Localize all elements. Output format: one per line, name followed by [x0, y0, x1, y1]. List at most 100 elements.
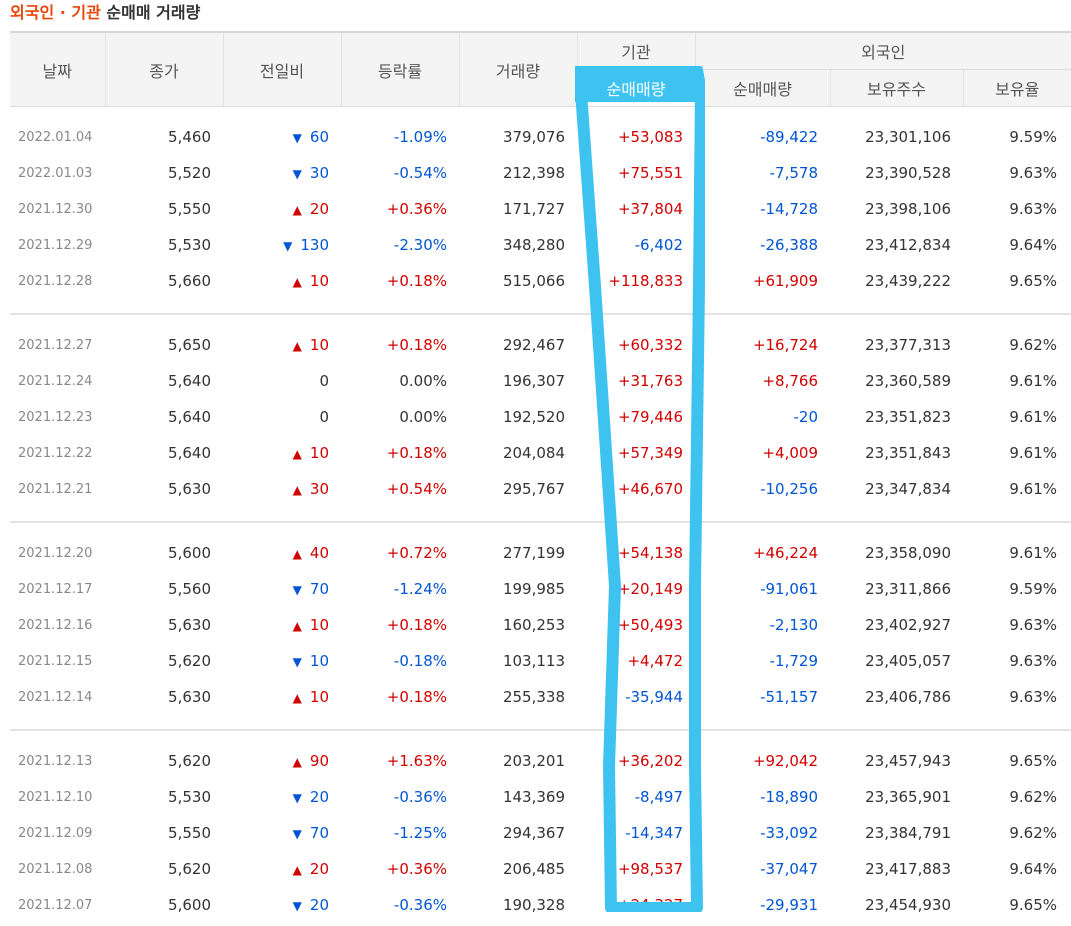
cell-holdings: 23,402,927: [865, 616, 951, 634]
cell-holding-ratio: 9.65%: [1009, 752, 1058, 770]
cell-change: ▼ 60: [223, 119, 341, 155]
cell-date: 2021.12.20: [18, 545, 93, 561]
cell-inst-net: +54,138: [617, 544, 683, 562]
table-row: 2021.12.29 5,530 ▼ 130 -2.30% 348,280 -6,402 -2…: [10, 227, 1071, 263]
cell-holding-ratio: 9.63%: [1009, 200, 1058, 218]
cell-rate: +1.63%: [386, 752, 447, 770]
table-row: 2021.12.21 5,630 ▲ 30 +0.54% 295,767 +46,670 -1…: [10, 471, 1071, 507]
cell-change: ▼ 20: [223, 779, 341, 815]
cell-holdings: 23,347,834: [865, 480, 951, 498]
header-holdings: 보유주수: [830, 69, 964, 107]
cell-date: 2021.12.24: [18, 373, 93, 389]
cell-holdings: 23,351,843: [865, 444, 951, 462]
cell-volume: 515,066: [502, 272, 565, 290]
cell-date: 2021.12.07: [18, 897, 93, 913]
header-inst-net: 순매매량: [577, 69, 696, 107]
cell-inst-net: +4,472: [627, 652, 683, 670]
cell-holdings: 23,439,222: [865, 272, 951, 290]
table-row: 2021.12.22 5,640 ▲ 10 +0.18% 204,084 +57,349 +4…: [10, 435, 1071, 471]
up-arrow-icon: ▲: [292, 863, 302, 877]
cell-foreign-net: -89,422: [760, 128, 818, 146]
table-row: 2021.12.30 5,550 ▲ 20 +0.36% 171,727 +37,804 -1…: [10, 191, 1071, 227]
cell-holding-ratio: 9.59%: [1009, 128, 1058, 146]
cell-change: ▲ 90: [223, 743, 341, 779]
cell-volume: 199,985: [502, 580, 565, 598]
cell-foreign-net: -10,256: [760, 480, 818, 498]
cell-close: 5,530: [168, 236, 211, 254]
cell-date: 2021.12.27: [18, 337, 93, 353]
up-arrow-icon: ▲: [292, 203, 302, 217]
cell-rate: +0.36%: [386, 200, 447, 218]
cell-change: 0: [223, 399, 341, 435]
cell-volume: 348,280: [502, 236, 565, 254]
cell-date: 2021.12.16: [18, 617, 93, 633]
cell-inst-net: +57,349: [617, 444, 683, 462]
up-arrow-icon: ▲: [292, 619, 302, 633]
cell-volume: 190,328: [502, 896, 565, 914]
table-row: 2021.12.16 5,630 ▲ 10 +0.18% 160,253 +50,493 -2…: [10, 607, 1071, 643]
cell-rate: -0.36%: [393, 896, 447, 914]
cell-inst-net: +50,493: [617, 616, 683, 634]
header-rate: 등락률: [341, 31, 460, 107]
cell-volume: 255,338: [502, 688, 565, 706]
cell-foreign-net: -7,578: [769, 164, 818, 182]
cell-foreign-net: -2,130: [769, 616, 818, 634]
cell-rate: -0.36%: [393, 788, 447, 806]
cell-holding-ratio: 9.59%: [1009, 580, 1058, 598]
cell-holdings: 23,412,834: [865, 236, 951, 254]
table-row: 2021.12.07 5,600 ▼ 20 -0.36% 190,328 +24,327 -2…: [10, 887, 1071, 923]
cell-inst-net: +75,551: [617, 164, 683, 182]
cell-volume: 204,084: [502, 444, 565, 462]
cell-close: 5,620: [168, 860, 211, 878]
section-title: 외국인 · 기관 순매매 거래량: [10, 0, 200, 26]
table-row: 2022.01.03 5,520 ▼ 30 -0.54% 212,398 +75,551 -7…: [10, 155, 1071, 191]
change-value: 70: [309, 824, 329, 842]
down-arrow-icon: ▼: [292, 167, 302, 181]
cell-volume: 379,076: [502, 128, 565, 146]
cell-date: 2021.12.08: [18, 861, 93, 877]
cell-volume: 294,367: [502, 824, 565, 842]
cell-holding-ratio: 9.65%: [1009, 272, 1058, 290]
cell-rate: +0.18%: [386, 688, 447, 706]
cell-holding-ratio: 9.61%: [1009, 544, 1058, 562]
cell-close: 5,660: [168, 272, 211, 290]
cell-date: 2021.12.14: [18, 689, 93, 705]
cell-volume: 196,307: [502, 372, 565, 390]
cell-holdings: 23,358,090: [865, 544, 951, 562]
cell-change: ▼ 70: [223, 815, 341, 851]
down-arrow-icon: ▼: [292, 899, 302, 913]
cell-holding-ratio: 9.61%: [1009, 408, 1058, 426]
cell-rate: -1.09%: [393, 128, 447, 146]
table-body: 2022.01.04 5,460 ▼ 60 -1.09% 379,076 +53,083 -8…: [10, 107, 1071, 924]
cell-holding-ratio: 9.61%: [1009, 372, 1058, 390]
up-arrow-icon: ▲: [292, 755, 302, 769]
cell-holdings: 23,377,313: [865, 336, 951, 354]
cell-holding-ratio: 9.63%: [1009, 616, 1058, 634]
cell-close: 5,600: [168, 896, 211, 914]
cell-volume: 203,201: [502, 752, 565, 770]
cell-date: 2022.01.04: [18, 129, 93, 145]
cell-rate: -2.30%: [393, 236, 447, 254]
cell-change: ▲ 10: [223, 679, 341, 715]
cell-change: ▲ 10: [223, 607, 341, 643]
change-value: 10: [309, 616, 329, 634]
down-arrow-icon: ▼: [292, 131, 302, 145]
cell-rate: +0.18%: [386, 444, 447, 462]
change-value: 30: [309, 480, 329, 498]
cell-holdings: 23,406,786: [865, 688, 951, 706]
header-change: 전일비: [223, 31, 342, 107]
cell-inst-net: +53,083: [617, 128, 683, 146]
up-arrow-icon: ▲: [292, 447, 302, 461]
cell-change: 0: [223, 363, 341, 399]
cell-volume: 143,369: [502, 788, 565, 806]
cell-holdings: 23,454,930: [865, 896, 951, 914]
cell-holding-ratio: 9.63%: [1009, 164, 1058, 182]
cell-holding-ratio: 9.62%: [1009, 824, 1058, 842]
change-value: 130: [300, 236, 329, 254]
cell-volume: 292,467: [502, 336, 565, 354]
cell-change: ▲ 20: [223, 851, 341, 887]
up-arrow-icon: ▲: [292, 339, 302, 353]
cell-rate: +0.18%: [386, 272, 447, 290]
cell-foreign-net: -18,890: [760, 788, 818, 806]
table-row: 2021.12.28 5,660 ▲ 10 +0.18% 515,066 +118,833 +…: [10, 263, 1071, 299]
